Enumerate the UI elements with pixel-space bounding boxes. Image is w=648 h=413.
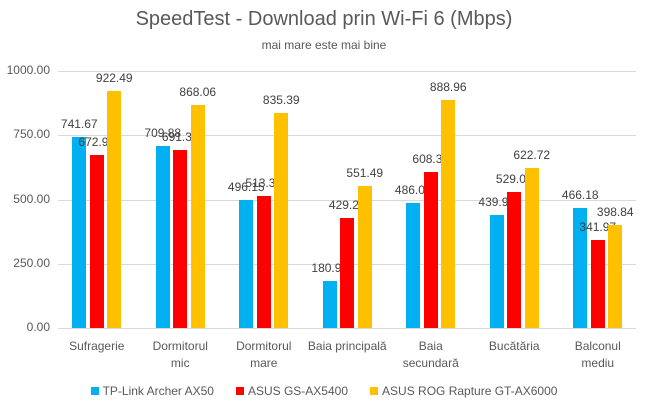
- bar: [322, 281, 337, 328]
- bar: [406, 203, 421, 328]
- gridline: [58, 328, 636, 329]
- legend-item: ASUS ROG Rapture GT-AX6000: [370, 384, 557, 398]
- bar: [239, 200, 254, 328]
- y-tick-label: 750.00: [13, 127, 50, 142]
- x-tick-label-line: Sufragerie: [69, 339, 125, 353]
- legend-item: ASUS GS-AX5400: [235, 384, 349, 398]
- data-label: 398.84: [596, 205, 634, 220]
- legend: TP-Link Archer AX50 ASUS GS-AX5400 ASUS RO…: [0, 384, 648, 398]
- data-label: 180.96: [311, 261, 349, 276]
- bar: [274, 113, 289, 328]
- bar: [357, 186, 372, 328]
- x-tick-label-line: Baia: [418, 339, 443, 353]
- x-tick-label-line: mare: [250, 356, 278, 370]
- gridline: [58, 135, 636, 137]
- x-tick-label-line: secundară: [402, 356, 459, 370]
- data-label: 341.97: [579, 220, 617, 235]
- x-tick-label-line: Balconul: [574, 339, 621, 353]
- data-label: 888.96: [429, 79, 467, 94]
- chart-subtitle: mai mare este mai bine: [261, 38, 387, 52]
- legend-label: ASUS GS-AX5400: [247, 384, 349, 398]
- data-label: 608.33: [412, 151, 450, 166]
- legend-label: TP-Link Archer AX50: [102, 384, 214, 398]
- data-label: 922.49: [95, 70, 133, 85]
- bar: [590, 240, 605, 328]
- data-label: 691.34: [161, 130, 199, 145]
- bar: [441, 99, 456, 328]
- bar: [340, 217, 355, 328]
- bar: [89, 155, 104, 328]
- x-tick-label: Sufragerie: [55, 338, 139, 355]
- bar: [155, 145, 170, 328]
- legend-swatch-icon: [90, 387, 99, 395]
- bar: [489, 214, 504, 328]
- data-label: 868.06: [179, 84, 217, 99]
- x-tick-label: Baia principală: [305, 338, 389, 355]
- data-label: 439.91: [478, 194, 516, 209]
- y-tick-label: 0.00: [26, 320, 50, 334]
- data-label: 622.72: [513, 147, 551, 162]
- bar: [107, 90, 122, 328]
- y-tick-label: 500.00: [13, 191, 50, 206]
- data-label: 486.09: [394, 183, 432, 198]
- bar: [507, 192, 522, 328]
- x-tick-label-line: Dormitorul: [236, 339, 292, 353]
- bar: [72, 137, 87, 328]
- x-tick-label-line: Baia principală: [307, 339, 387, 353]
- x-tick-label-line: Dormitorul: [152, 339, 208, 353]
- legend-swatch-icon: [370, 387, 379, 395]
- data-label: 709.88: [144, 125, 182, 140]
- x-tick-label-line: mediu: [581, 356, 615, 370]
- data-label: 529.04: [495, 172, 533, 187]
- gridline: [58, 71, 636, 72]
- data-label: 496.15: [227, 180, 265, 195]
- data-label: 513.39: [245, 176, 283, 191]
- bar: [608, 225, 623, 328]
- legend-swatch-icon: [235, 387, 244, 395]
- data-label: 466.18: [561, 188, 599, 203]
- bar: [256, 196, 271, 328]
- data-label: 429.29: [328, 197, 366, 212]
- x-tick-label: Balconul mediu: [556, 338, 640, 372]
- y-tick-label: 250.00: [13, 255, 50, 270]
- x-tick-label: Bucătăria: [472, 338, 556, 355]
- bar: [423, 171, 438, 328]
- x-tick-label-line: mic: [170, 356, 190, 370]
- legend-label: ASUS ROG Rapture GT-AX6000: [382, 384, 558, 398]
- chart-title: SpeedTest - Download prin Wi-Fi 6 (Mbps): [135, 8, 513, 30]
- x-tick-label-line: Bucătăria: [488, 339, 540, 353]
- x-tick-label: Dormitorul mare: [222, 338, 306, 372]
- bar: [524, 167, 539, 328]
- x-tick-label: Baia secundară: [389, 338, 473, 372]
- data-label: 741.67: [60, 117, 98, 132]
- x-tick-label: Dormitorul mic: [138, 338, 222, 372]
- data-label: 835.39: [262, 93, 300, 108]
- data-label: 551.49: [346, 166, 384, 181]
- y-tick-label: 1000.00: [6, 63, 50, 77]
- bar: [190, 104, 205, 328]
- bar: [173, 150, 188, 328]
- gridline: [58, 199, 636, 201]
- bar: [573, 208, 588, 328]
- legend-item: TP-Link Archer AX50: [90, 384, 214, 398]
- data-label: 672.94: [78, 135, 116, 150]
